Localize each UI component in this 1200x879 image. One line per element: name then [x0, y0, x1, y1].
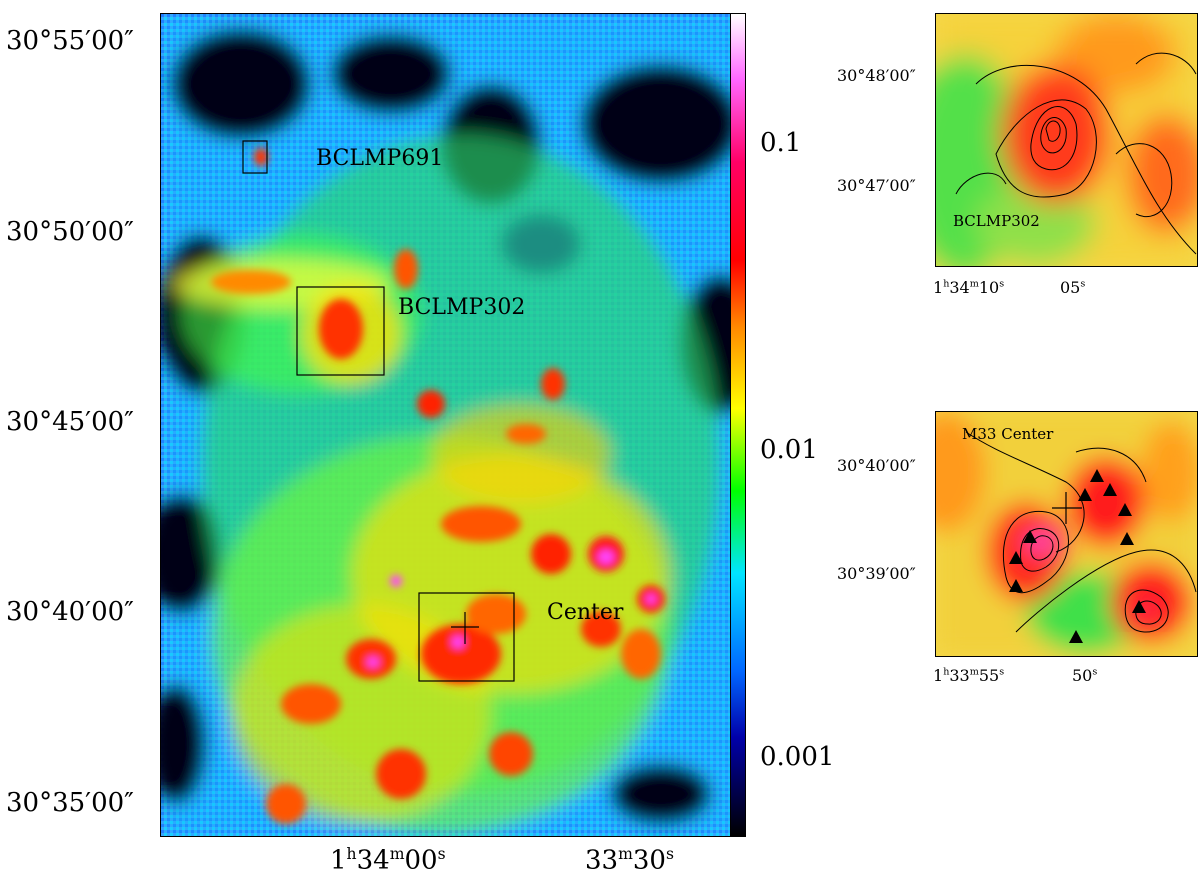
region-label-bclmp691: BCLMP691 — [316, 146, 444, 171]
triangle-marker — [1023, 530, 1037, 543]
inset-bclmp302-image — [936, 14, 1197, 266]
inset-top-x-tick-1: 1h34m10s — [933, 278, 1005, 297]
inset-bottom-x-tick-1: 1h33m55s — [933, 666, 1005, 685]
colorbar-label-0-01: 0.01 — [760, 435, 818, 465]
triangle-marker — [1090, 469, 1104, 482]
triangle-marker — [1132, 600, 1146, 613]
y-tick-label-3: 30°45′00″ — [6, 407, 134, 437]
inset-m33-center-label: M33 Center — [962, 425, 1054, 443]
triangle-marker — [1069, 630, 1083, 643]
inset-bottom-y-tick-2: 30°39′00″ — [837, 564, 916, 583]
triangle-marker — [1120, 532, 1134, 545]
colorbar-label-0-1: 0.1 — [760, 128, 802, 158]
inset-bottom-y-tick-1: 30°40′00″ — [837, 456, 916, 475]
inset-top-y-tick-1: 30°48′00″ — [837, 66, 916, 85]
box-bclmp302 — [296, 286, 385, 376]
inset-bclmp302 — [935, 13, 1198, 267]
triangle-marker — [1009, 579, 1023, 592]
inset-top-y-tick-2: 30°47′00″ — [837, 176, 916, 195]
inset-m33-center — [935, 411, 1198, 657]
inset-bottom-x-tick-2: 50s — [1072, 666, 1098, 685]
box-bclmp691 — [242, 140, 268, 174]
triangle-marker — [1103, 483, 1117, 496]
region-label-bclmp302: BCLMP302 — [398, 295, 526, 320]
inset-bclmp302-label: BCLMP302 — [953, 212, 1040, 230]
y-tick-label-4: 30°40′00″ — [6, 597, 134, 627]
inset-m33-center-image — [936, 412, 1197, 656]
inset-top-x-tick-2: 05s — [1060, 278, 1086, 297]
main-map-image — [161, 14, 745, 836]
triangle-marker — [1009, 551, 1023, 564]
triangle-marker — [1078, 488, 1092, 501]
box-center — [418, 592, 515, 682]
main-map — [160, 13, 746, 837]
y-tick-label-1: 30°55′00″ — [6, 26, 134, 56]
x-tick-label-1: 1h34m00s — [330, 845, 446, 876]
x-tick-label-2: 33m30s — [585, 845, 674, 876]
triangle-marker — [1118, 503, 1132, 516]
colorbar-label-0-001: 0.001 — [760, 742, 835, 772]
colorbar — [730, 13, 746, 837]
y-tick-label-2: 30°50′00″ — [6, 217, 134, 247]
y-tick-label-5: 30°35′00″ — [6, 788, 134, 818]
region-label-center: Center — [547, 600, 624, 625]
